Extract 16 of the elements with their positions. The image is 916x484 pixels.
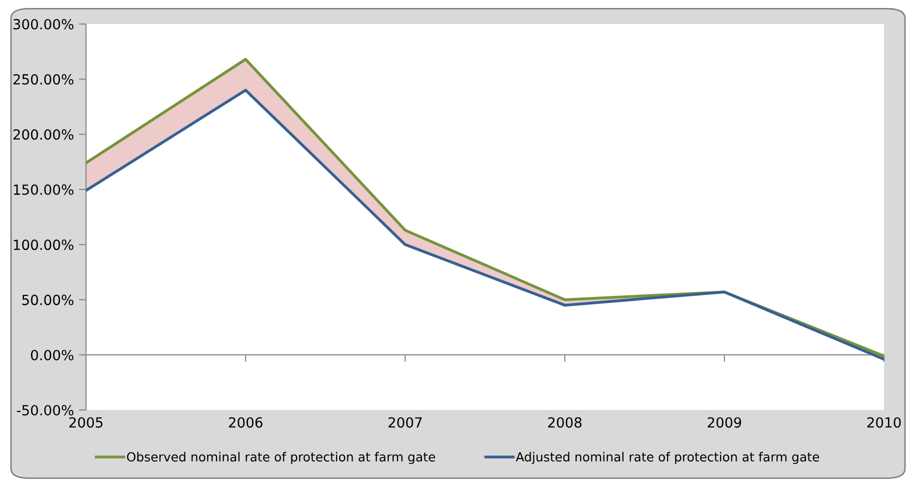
x-tick-label: 2008: [548, 417, 582, 428]
y-tick-label: 0.00%: [30, 350, 74, 360]
x-tick-label: 2010: [867, 417, 901, 428]
y-tick-label: 200.00%: [13, 129, 74, 140]
x-tick-label: 2007: [388, 417, 422, 428]
x-tick-label: 2009: [708, 417, 742, 428]
legend-label: Observed nominal rate of protection at farm gate: [127, 452, 436, 464]
y-tick-label: 250.00%: [13, 74, 74, 85]
y-tick-label: -50.00%: [16, 404, 74, 416]
y-tick-label: 100.00%: [14, 240, 74, 250]
y-tick-label: 300.00%: [13, 18, 74, 30]
legend-label: Adjusted nominal rate of protection at farm gate: [516, 452, 820, 464]
y-tick-label: 150.00%: [14, 184, 74, 195]
x-tick-label: 2006: [228, 417, 262, 428]
y-tick-label: 50.00%: [22, 294, 74, 306]
x-tick-label: 2005: [69, 417, 102, 428]
